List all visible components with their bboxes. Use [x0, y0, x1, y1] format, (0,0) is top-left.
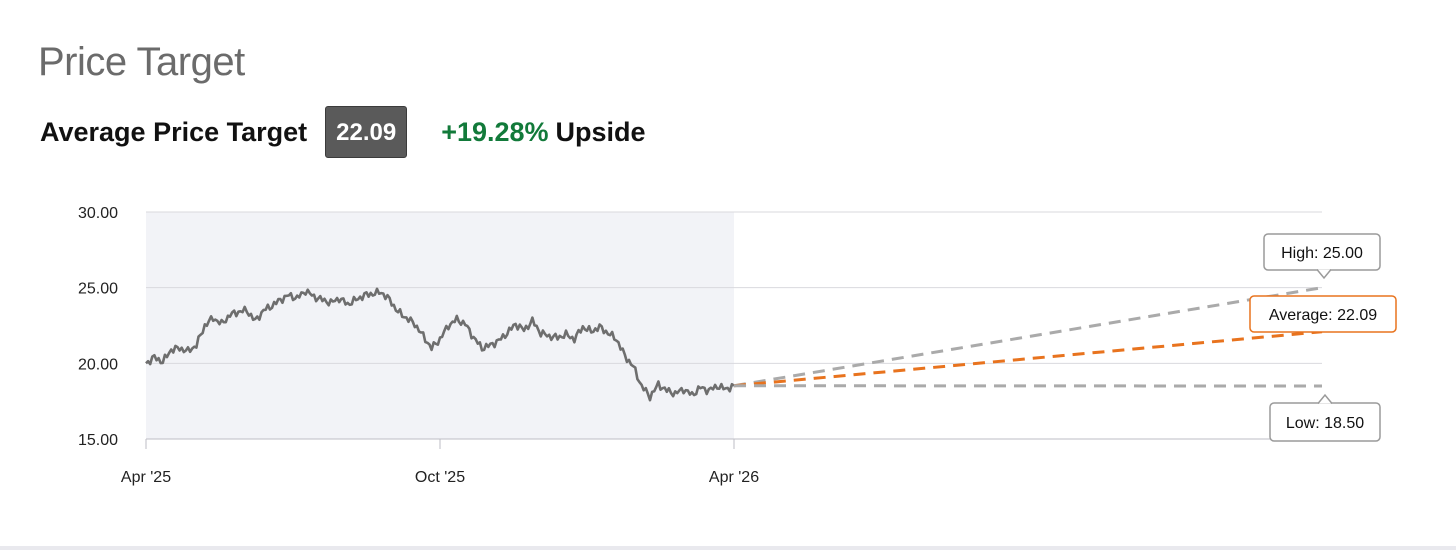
average-price-target-label: Average Price Target: [40, 116, 308, 147]
y-tick-label: 20.00: [78, 356, 118, 373]
upside-indicator: +19.28% Upside: [441, 117, 645, 148]
y-tick-label: 25.00: [78, 281, 118, 298]
x-tick-label: Apr '26: [709, 469, 759, 486]
average-target-tooltip-box: [1249, 295, 1397, 333]
high-target-tooltip-arrow: [1316, 269, 1332, 280]
upside-word: Upside: [555, 116, 646, 147]
price-target-summary: Average Price Target 22.09 +19.28% Upside: [40, 106, 646, 158]
low-target-tooltip-arrow: [1317, 393, 1333, 404]
history-band: [146, 212, 734, 439]
x-tick-label: Apr '25: [121, 469, 171, 486]
y-tick-label: 15.00: [78, 432, 118, 449]
price-history-line: [145, 287, 735, 402]
section-title: Price Target: [38, 40, 245, 84]
upside-percent: +19.28%: [441, 116, 549, 147]
average-price-target-badge: 22.09: [325, 106, 408, 158]
high-target-tooltip-label: High: 25.00: [1281, 245, 1363, 262]
average-target-tooltip-label: Average: 22.09: [1269, 307, 1377, 324]
x-tick-label: Oct '25: [415, 469, 465, 486]
low-target-tooltip-label: Low: 18.50: [1286, 415, 1364, 432]
average-target-line: [733, 330, 1323, 388]
high-target-line: [733, 286, 1323, 388]
y-tick-label: 30.00: [78, 205, 118, 222]
